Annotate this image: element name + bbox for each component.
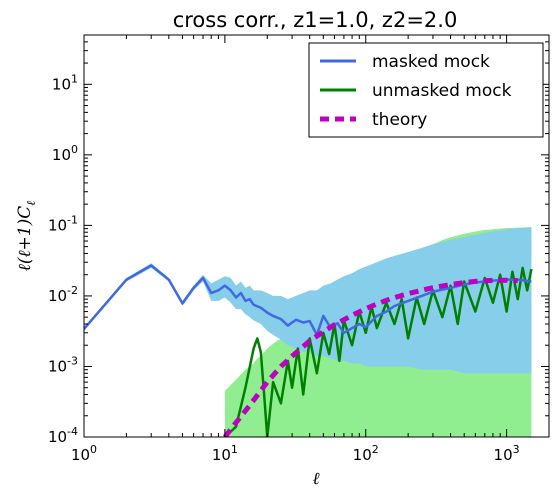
series-line-masked-mock <box>84 264 532 337</box>
series-line-theory <box>222 277 518 437</box>
x-tick-label: 100 <box>71 443 97 464</box>
y-tick-label: 10-2 <box>48 284 78 305</box>
y-tick-label: 10-1 <box>48 213 78 234</box>
x-tick-label: 102 <box>353 443 379 464</box>
y-tick-label: 100 <box>52 143 78 164</box>
y-tick-label: 10-3 <box>48 354 78 375</box>
band-masked-mock <box>84 226 532 374</box>
lines-layer <box>84 264 533 437</box>
x-tick-label: 101 <box>212 443 238 464</box>
x-axis-label: ℓ <box>312 469 319 489</box>
legend-label: unmasked mock <box>372 81 512 101</box>
y-axis-label: ℓ(ℓ+1)Cℓ <box>15 201 38 272</box>
series-line-unmasked-mock <box>224 266 533 437</box>
y-tick-label: 101 <box>52 72 78 93</box>
legend: masked mock unmasked mock theory <box>308 42 544 138</box>
chart-title: cross corr., z1=1.0, z2=2.0 <box>173 8 458 32</box>
x-tick-label: 103 <box>494 443 520 464</box>
y-tick-label: 10-4 <box>48 425 78 446</box>
legend-label: masked mock <box>372 52 490 72</box>
legend-label: theory <box>372 110 427 130</box>
